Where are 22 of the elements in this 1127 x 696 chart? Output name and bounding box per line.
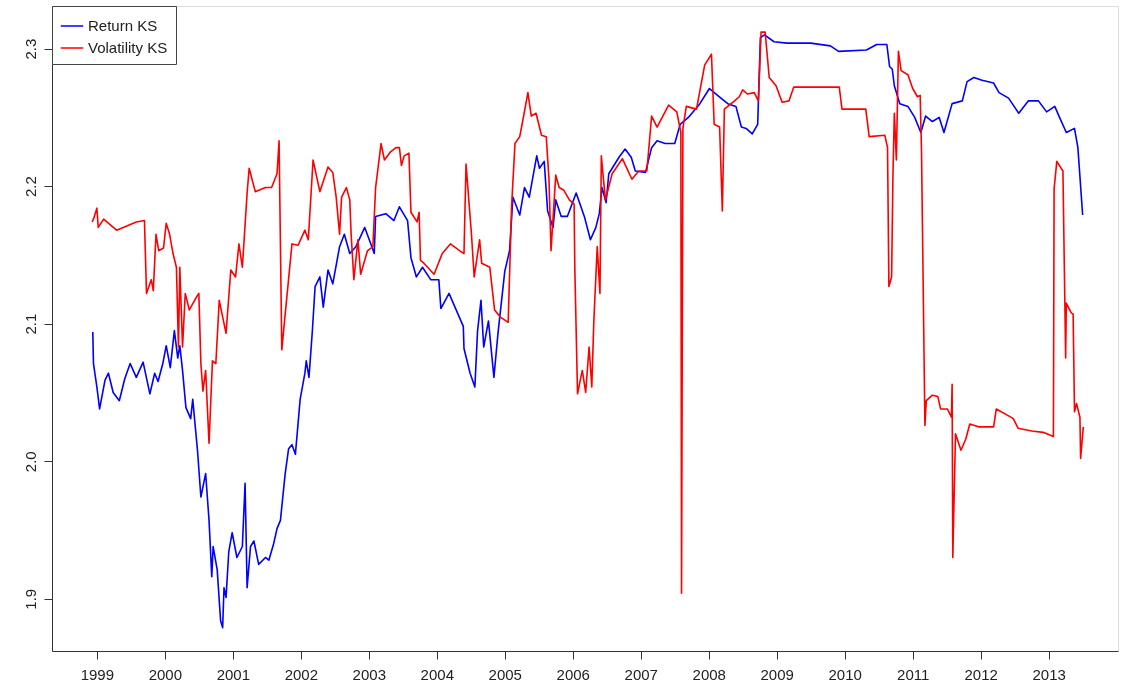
x-tick-label: 2002 xyxy=(284,665,319,683)
x-tick-label: 2007 xyxy=(624,665,658,683)
y-tick-label: 2.3 xyxy=(21,38,39,60)
legend-label: Volatility KS xyxy=(88,39,168,56)
x-tick-label: 2001 xyxy=(216,665,251,683)
y-tick-label: 1.9 xyxy=(21,588,39,610)
x-tick-label: 2010 xyxy=(828,665,862,683)
x-tick-label: 1999 xyxy=(80,665,115,683)
x-tick-label: 2012 xyxy=(964,665,998,683)
x-tick-label: 2009 xyxy=(760,665,794,683)
y-tick-label: 2.2 xyxy=(21,176,39,198)
y-tick-label: 2.0 xyxy=(21,451,39,473)
x-tick-label: 2005 xyxy=(488,665,522,683)
x-tick-label: 2011 xyxy=(897,665,930,683)
legend-label: Return KS xyxy=(88,17,158,34)
x-tick-label: 2006 xyxy=(556,665,590,683)
x-tick-label: 2003 xyxy=(352,665,386,683)
y-tick-label: 2.1 xyxy=(21,313,39,335)
x-tick-label: 2000 xyxy=(148,665,183,683)
x-tick-label: 2013 xyxy=(1032,665,1066,683)
x-tick-label: 2004 xyxy=(420,665,454,683)
x-tick-label: 2008 xyxy=(692,665,726,683)
